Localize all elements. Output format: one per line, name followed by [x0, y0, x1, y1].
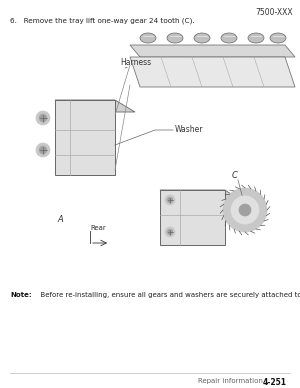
Ellipse shape [194, 33, 210, 43]
Circle shape [167, 229, 173, 235]
Ellipse shape [270, 33, 286, 43]
Text: Rear: Rear [90, 225, 106, 231]
Circle shape [36, 111, 50, 125]
Circle shape [39, 114, 47, 122]
Circle shape [231, 196, 259, 224]
Circle shape [165, 195, 175, 205]
Text: 4-251: 4-251 [263, 378, 287, 387]
Text: Harness: Harness [120, 58, 151, 67]
Ellipse shape [140, 33, 156, 43]
Circle shape [165, 227, 175, 237]
Ellipse shape [248, 33, 264, 43]
FancyBboxPatch shape [55, 100, 115, 175]
Text: A: A [57, 215, 63, 224]
FancyBboxPatch shape [160, 190, 225, 245]
Polygon shape [130, 45, 295, 57]
Text: Repair information: Repair information [198, 378, 263, 384]
Circle shape [223, 188, 267, 232]
Text: 7500-XXX: 7500-XXX [255, 8, 293, 17]
Polygon shape [160, 190, 243, 202]
Text: C: C [232, 170, 238, 180]
Circle shape [36, 143, 50, 157]
Ellipse shape [167, 33, 183, 43]
Circle shape [167, 197, 173, 203]
Text: Before re-installing, ensure all gears and washers are securely attached to the : Before re-installing, ensure all gears a… [36, 292, 300, 298]
Text: Note:: Note: [10, 292, 32, 298]
Ellipse shape [221, 33, 237, 43]
Circle shape [39, 146, 47, 154]
Circle shape [239, 204, 251, 216]
Polygon shape [55, 100, 135, 112]
Text: 6.   Remove the tray lift one-way gear 24 tooth (C).: 6. Remove the tray lift one-way gear 24 … [10, 18, 195, 24]
Text: Washer: Washer [175, 125, 203, 135]
Polygon shape [130, 57, 295, 87]
